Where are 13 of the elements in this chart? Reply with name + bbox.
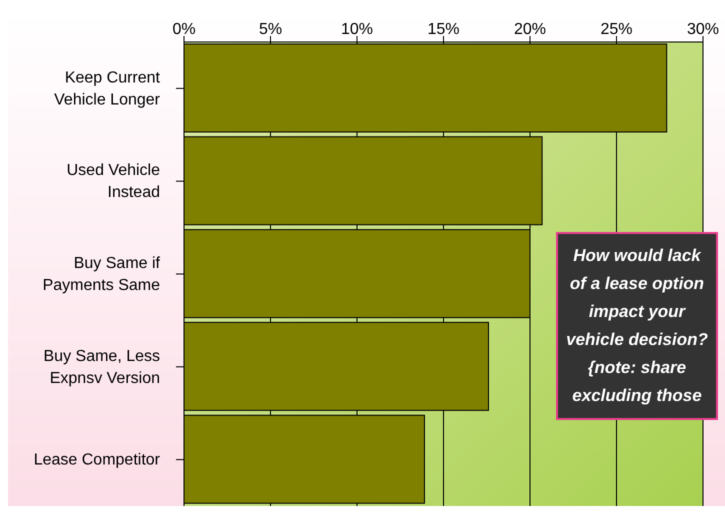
x-tick-label: 0% — [172, 21, 196, 38]
y-tick-label: Buy Same if Payments Same — [42, 254, 161, 294]
x-tick-label: 5% — [258, 21, 282, 38]
x-tick-label: 10% — [340, 21, 374, 38]
y-tick-label: Buy Same, Less Expnsv Version — [44, 347, 160, 386]
x-tick-label: 15% — [427, 21, 460, 38]
x-tick-label: 25% — [600, 21, 633, 38]
y-tick-label: Lease Competitor — [34, 451, 161, 468]
x-tick-label: 20% — [514, 21, 546, 38]
y-tick-label: Keep Current Vehicle Longer — [54, 68, 161, 108]
y-tick-label: Used Vehicle Instead — [66, 162, 160, 201]
note-box: How would lack of a lease option impact your vehicle decision? {note: share excluding those — [556, 232, 718, 420]
x-tick-label: 30% — [686, 21, 720, 38]
